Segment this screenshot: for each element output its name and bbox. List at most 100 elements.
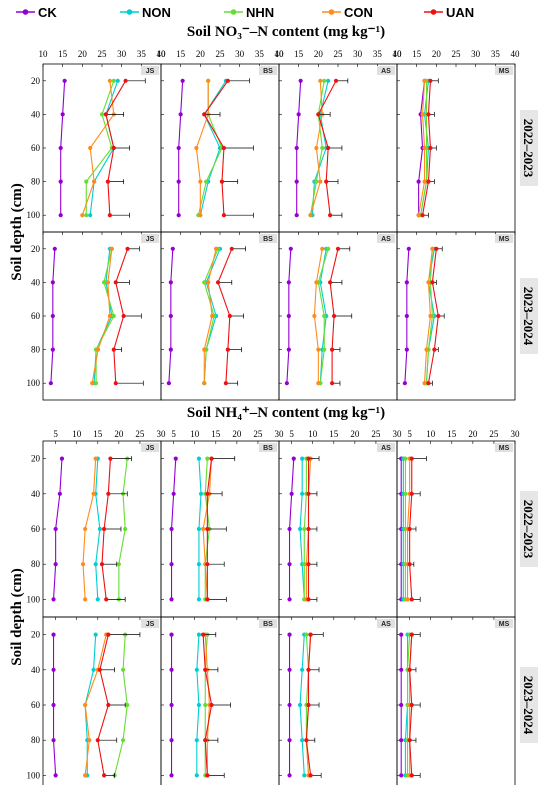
data-point: [210, 313, 215, 319]
data-point: [93, 562, 98, 567]
data-point: [403, 491, 408, 496]
legend-label: NON: [142, 5, 171, 20]
data-point: [198, 491, 204, 496]
panel-tag-background: [495, 443, 513, 452]
data-point: [399, 773, 404, 778]
data-point: [286, 280, 291, 285]
data-point: [306, 562, 311, 567]
data-point: [166, 381, 171, 386]
data-point: [215, 280, 221, 285]
panel-ms-2: MS: [396, 616, 516, 785]
x-tick-label: 30: [235, 49, 245, 59]
data-point: [93, 632, 98, 637]
data-point: [422, 381, 427, 386]
data-point: [196, 456, 202, 461]
data-point: [322, 347, 327, 352]
panel-js-2: JS: [42, 231, 162, 401]
panel-tag-background: [495, 234, 513, 243]
data-point: [51, 738, 56, 743]
data-point: [422, 179, 427, 184]
panel-ms-1: MS: [396, 440, 516, 618]
y-tick-label: 100: [27, 594, 41, 604]
y-tick-label: 100: [27, 210, 41, 220]
data-point: [169, 667, 174, 672]
y-tick-label: 80: [31, 735, 41, 745]
data-point: [326, 145, 331, 151]
data-point: [416, 213, 421, 218]
data-point: [196, 702, 202, 708]
data-point: [302, 526, 307, 532]
series-ck: [176, 78, 185, 218]
data-point: [51, 632, 56, 637]
panel-frame: [396, 616, 516, 785]
legend-swatch-marker: [430, 9, 437, 15]
data-point: [52, 246, 57, 251]
data-point: [229, 246, 234, 251]
panel-stage-tag: AS: [381, 621, 391, 628]
data-point: [308, 632, 313, 637]
panel-frame: [396, 63, 516, 233]
data-point: [306, 526, 311, 532]
data-point: [95, 738, 100, 743]
x-tick-label: 20: [468, 429, 478, 439]
y-tick-label: 20: [31, 76, 41, 86]
x-tick-label: 20: [232, 429, 242, 439]
data-point: [101, 280, 107, 285]
data-point: [404, 347, 409, 352]
data-point: [176, 145, 181, 151]
year-label-group: 2023–2024: [520, 667, 538, 743]
data-point: [399, 738, 404, 743]
legend-swatch-marker: [230, 9, 237, 15]
year-label-background: [520, 491, 538, 567]
panel-stage-tag: JS: [146, 621, 155, 628]
data-point: [93, 456, 98, 461]
panel-as-1: AS: [278, 440, 398, 618]
legend-item-ck: CK: [16, 5, 57, 20]
y-tick-label: 80: [31, 559, 41, 569]
data-point: [92, 179, 97, 184]
data-point: [324, 179, 329, 184]
series-uan: [407, 632, 421, 778]
x-tick-label: 40: [157, 49, 167, 59]
data-point: [203, 667, 208, 672]
data-point: [403, 456, 408, 461]
data-point: [205, 562, 210, 567]
x-tick-label: 15: [329, 429, 339, 439]
data-point: [287, 738, 292, 743]
legend-label: CK: [38, 5, 57, 20]
data-point: [287, 562, 292, 567]
data-point: [409, 597, 414, 602]
data-point: [51, 667, 56, 672]
data-point: [104, 597, 109, 602]
legend-item-nhn: NHN: [224, 5, 274, 20]
data-point: [111, 347, 116, 352]
y-tick-label: 20: [31, 630, 41, 640]
data-point: [58, 213, 63, 218]
data-point: [198, 179, 203, 184]
data-point: [287, 632, 292, 637]
series-uan: [99, 456, 132, 602]
series-uan: [215, 246, 246, 386]
data-point: [422, 145, 427, 151]
y-tick-label: 40: [31, 277, 41, 287]
panel-frame: [160, 616, 280, 785]
y-tick-label: 80: [31, 345, 41, 355]
data-point: [399, 702, 404, 708]
data-point: [424, 347, 429, 352]
data-point: [206, 78, 211, 83]
data-point: [426, 112, 431, 117]
data-point: [330, 347, 335, 352]
data-point: [314, 145, 319, 151]
x-tick-label: 10: [72, 429, 82, 439]
data-point: [333, 78, 339, 83]
data-point: [304, 738, 309, 743]
data-point: [115, 78, 120, 83]
data-point: [50, 313, 55, 319]
data-point: [436, 313, 441, 319]
data-point: [107, 213, 112, 218]
x-tick-label: 25: [452, 49, 462, 59]
x-tick-label: 15: [294, 49, 304, 59]
series-ck: [169, 632, 174, 778]
panel-frame: [42, 231, 162, 401]
x-tick-label: 40: [275, 49, 285, 59]
